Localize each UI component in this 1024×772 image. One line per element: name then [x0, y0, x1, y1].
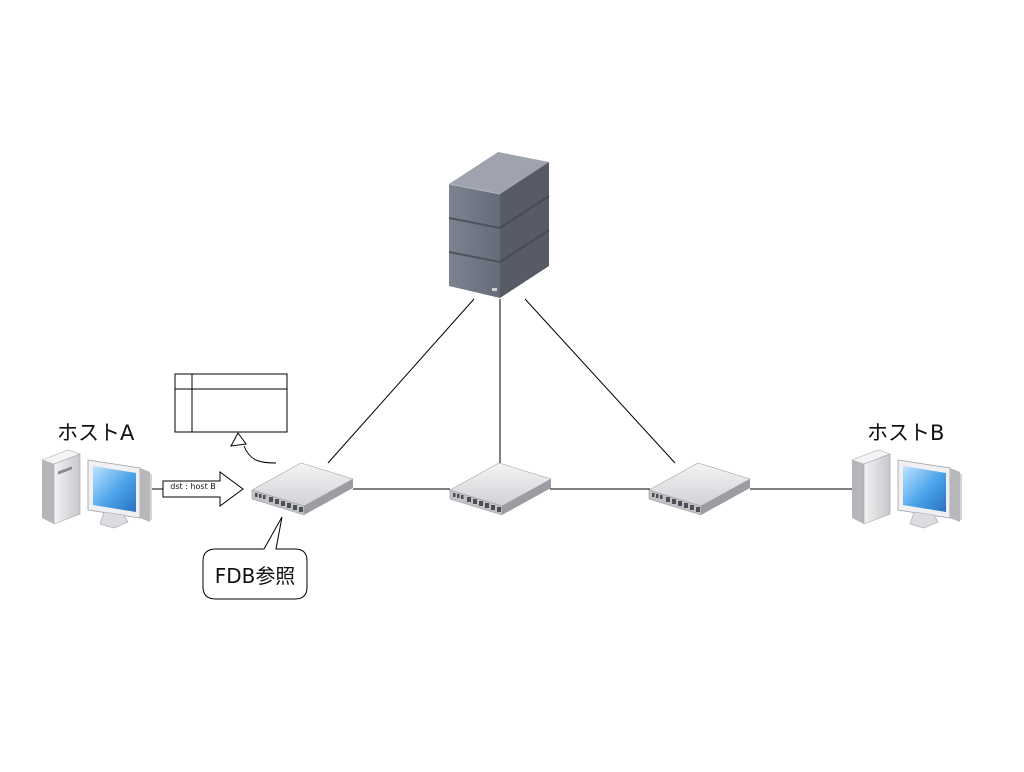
link-server-switch-left	[327, 298, 475, 464]
server-tower-icon	[448, 152, 550, 298]
lookup-arrow-icon	[230, 432, 277, 464]
host-a-label: ホストA	[57, 421, 135, 445]
network-switch-icon	[449, 462, 552, 516]
fdb-callout-bubble	[202, 516, 308, 600]
connections	[150, 298, 858, 490]
network-switch-icon	[648, 462, 751, 516]
packet-arrow-icon	[162, 471, 244, 507]
host-b-label: ホストB	[867, 421, 945, 445]
fdb-table-icon	[174, 373, 288, 433]
fdb-callout-label: FDB参照	[214, 564, 296, 588]
packet-label: dst : host B	[170, 482, 216, 491]
link-server-switch-right	[524, 298, 676, 464]
network-switch-icon	[251, 462, 354, 516]
desktop-computer-icon	[851, 449, 962, 529]
desktop-computer-icon	[41, 449, 152, 529]
